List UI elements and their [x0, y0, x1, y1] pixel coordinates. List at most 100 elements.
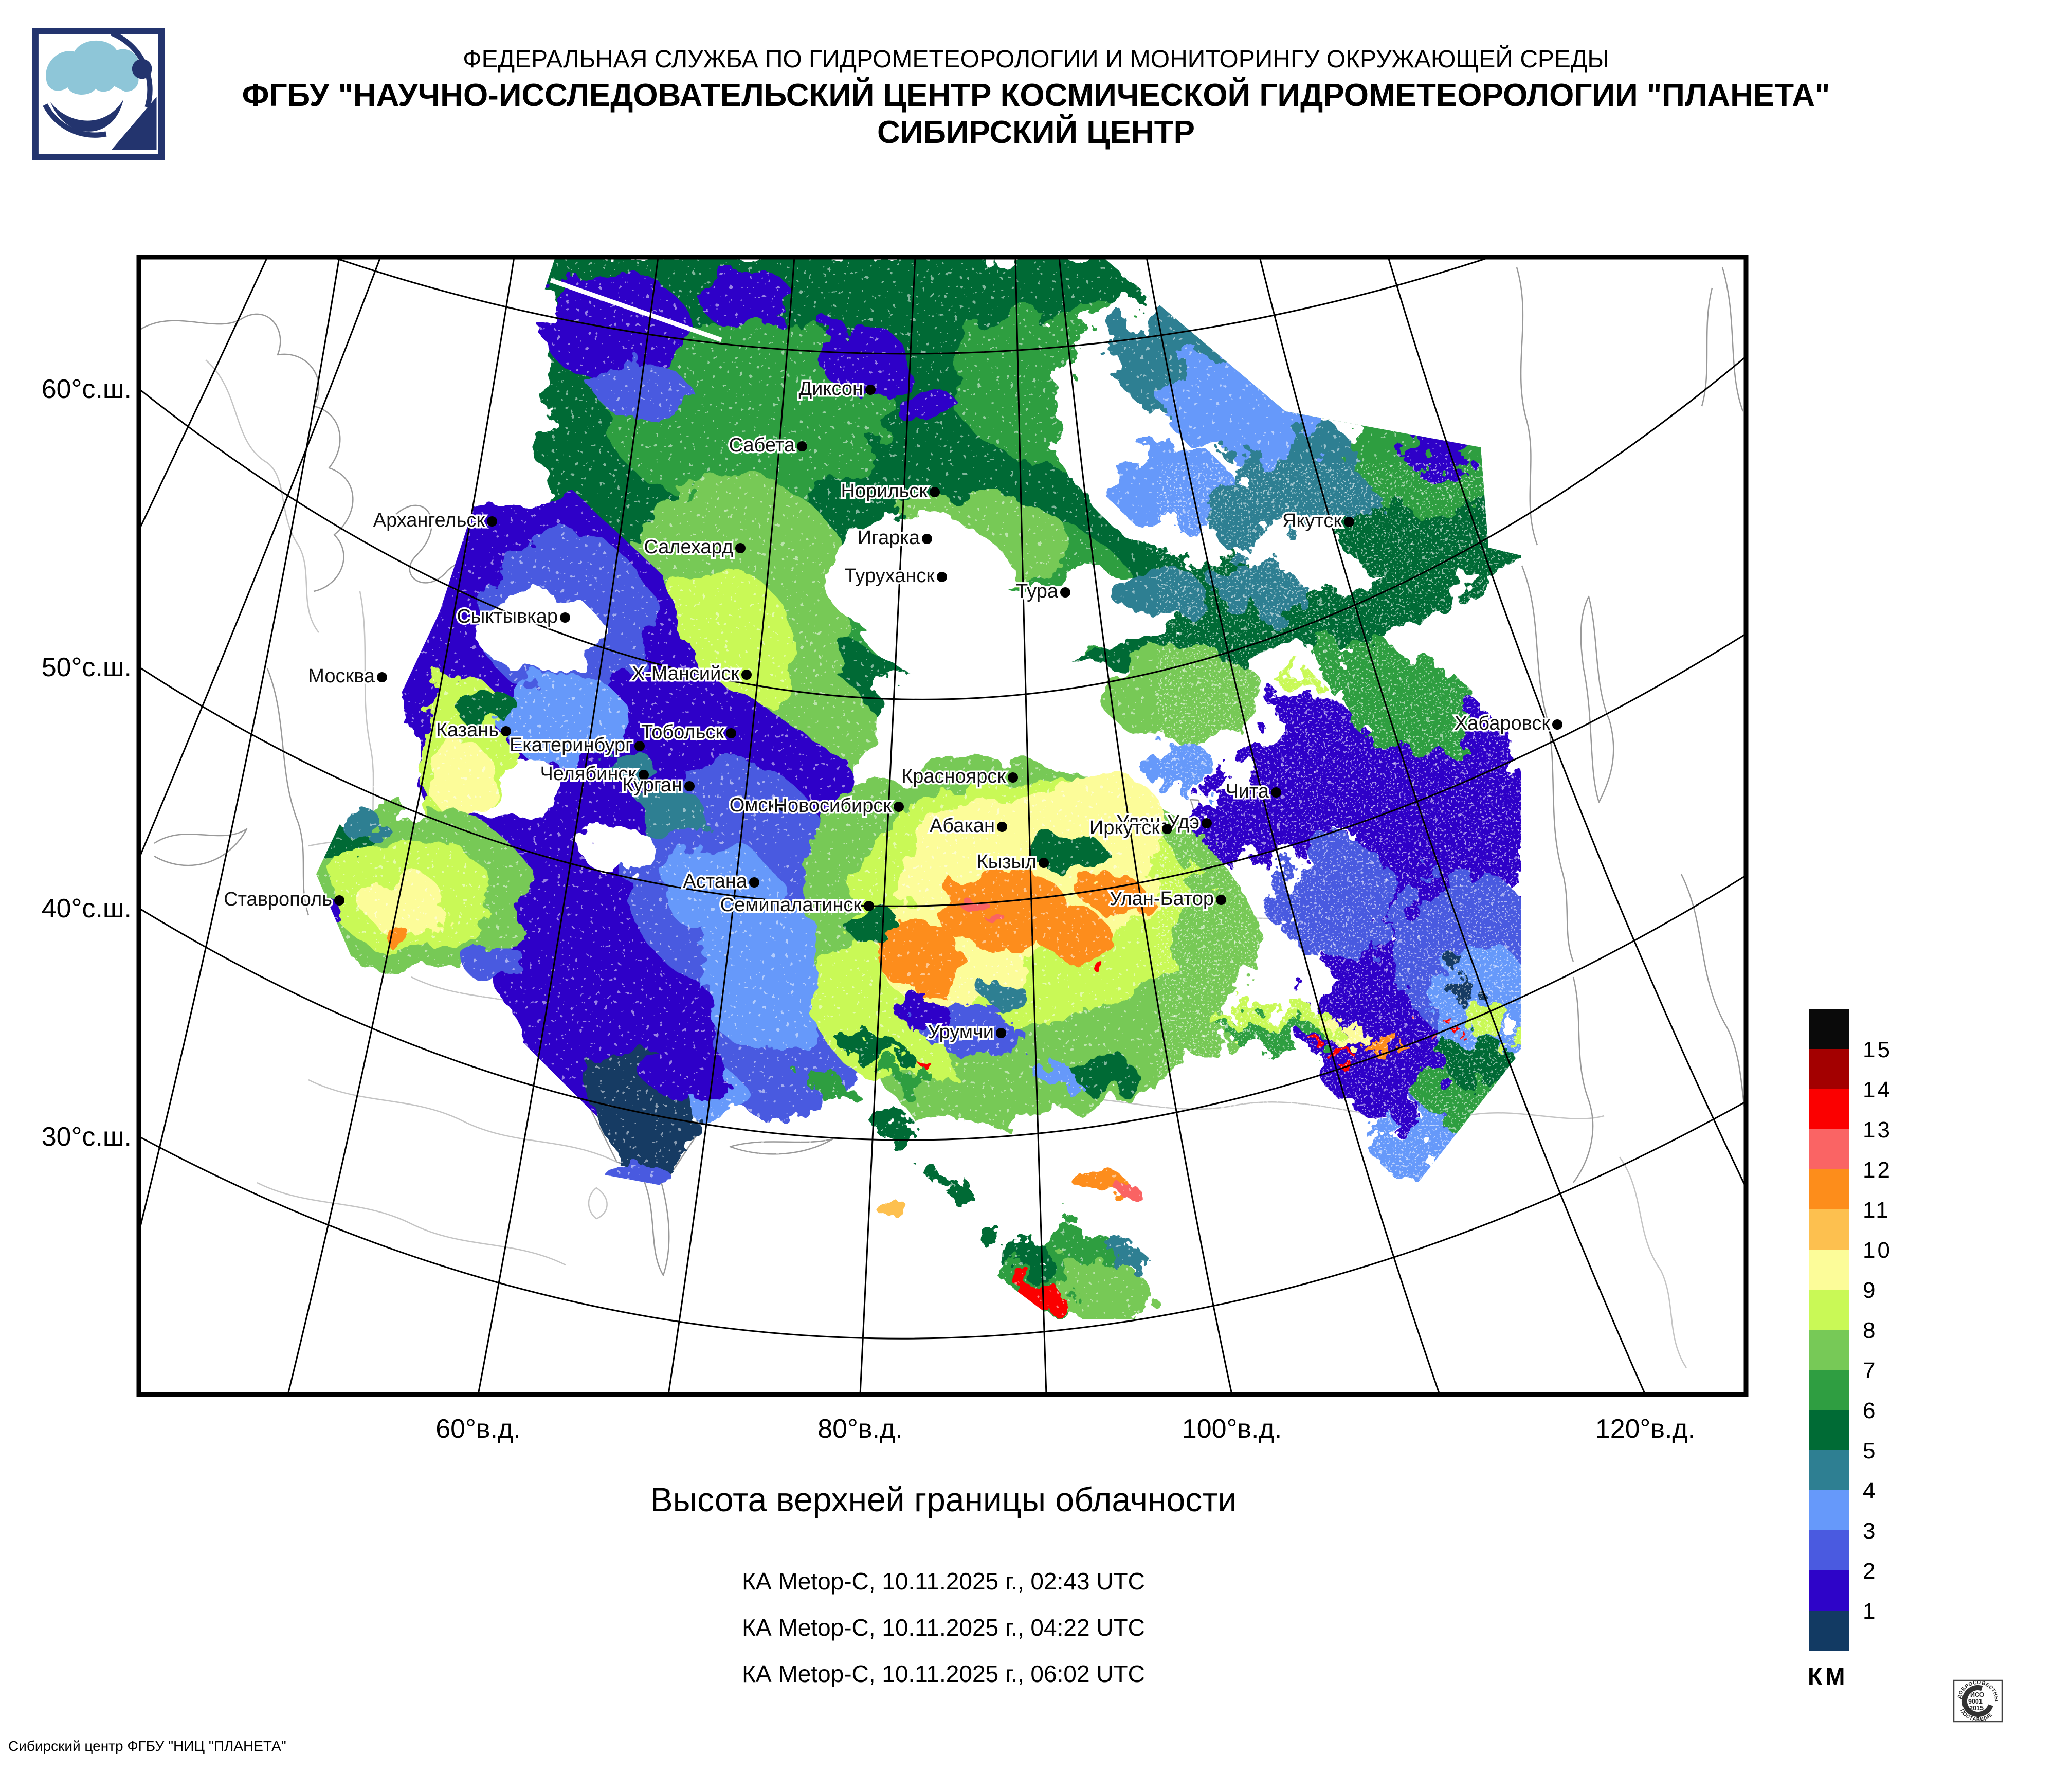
legend-band: [1809, 1089, 1849, 1129]
city-dot: [997, 822, 1007, 832]
city-dot: [1039, 858, 1049, 868]
graticule: [141, 259, 1744, 1392]
city-label: Курган: [622, 774, 682, 796]
city-dot: [749, 877, 759, 888]
satellite-pass-1: КА Metop-C, 10.11.2025 г., 02:43 UTC: [742, 1568, 1145, 1595]
city-dot: [334, 895, 344, 906]
city-marker: Курган: [621, 773, 695, 798]
city-label: Абакан: [930, 815, 995, 837]
city-marker: Кызыл: [975, 849, 1049, 875]
legend-band: [1809, 1169, 1849, 1209]
stamp-iso-line1: ИСО: [1970, 1691, 1985, 1698]
city-marker: Тобольск: [639, 720, 736, 745]
legend-tick-label: 11: [1863, 1198, 1891, 1223]
city-label: Улан-Удэ: [1116, 811, 1199, 833]
city-dot: [1344, 517, 1354, 527]
city-label: Кызыл: [977, 851, 1037, 873]
legend-tick-label: 3: [1863, 1518, 1877, 1544]
lon-axis-label: 120°в.д.: [1595, 1414, 1695, 1444]
city-marker: Архангельск: [371, 508, 497, 533]
city-marker: Улан-Батор: [1107, 887, 1226, 912]
legend-tick-label: 6: [1863, 1398, 1877, 1423]
stamp-iso-line2: 9001: [1968, 1698, 1983, 1705]
lat-axis-label: 60°с.ш.: [42, 374, 132, 404]
city-label: Туруханск: [844, 565, 935, 587]
city-label: Салехард: [644, 536, 733, 558]
city-marker: Сыктывкар: [455, 604, 570, 629]
city-dot: [937, 572, 947, 582]
stamp-c-glyph: [1962, 1685, 1994, 1717]
logo-satellite-dot: [132, 59, 152, 79]
city-dot: [864, 901, 874, 911]
logo-swoosh: [50, 99, 124, 132]
legend-band: [1809, 1129, 1849, 1169]
satellite-pass-3: КА Metop-C, 10.11.2025 г., 06:02 UTC: [742, 1660, 1145, 1687]
contact-block: Сибирский центр ФГБУ "НИЦ "ПЛАНЕТА" Росс…: [8, 1691, 342, 1791]
city-dot: [377, 672, 387, 682]
city-marker: Игарка: [856, 526, 932, 551]
city-dot: [501, 726, 511, 736]
city-marker: Салехард: [642, 535, 746, 560]
legend-band: [1809, 1250, 1849, 1290]
city-marker: Иркутск: [1087, 816, 1172, 841]
city-label: Челябинск: [540, 763, 637, 785]
legend-band: [1809, 1209, 1849, 1250]
city-marker: Новосибирск: [772, 793, 904, 819]
legend-tick-label: 5: [1863, 1438, 1877, 1463]
city-label: Урумчи: [928, 1021, 994, 1043]
city-marker: Омск: [728, 793, 789, 818]
city-dot: [1008, 772, 1018, 783]
city-marker: Улан-Удэ: [1115, 810, 1212, 835]
city-marker: Екатеринбург: [507, 733, 645, 758]
city-marker: Сабета: [727, 433, 807, 458]
legend-tick-label: 1: [1863, 1599, 1877, 1624]
city-dot: [996, 1028, 1006, 1038]
city-dot: [684, 781, 695, 791]
legend-tick-label: 8: [1863, 1318, 1877, 1343]
city-marker: Урумчи: [926, 1020, 1006, 1045]
city-dot: [930, 487, 940, 497]
satellite-pass-2: КА Metop-C, 10.11.2025 г., 04:22 UTC: [742, 1614, 1145, 1641]
city-label: Красноярск: [901, 766, 1006, 787]
legend-unit-label: КМ: [1808, 1663, 1848, 1690]
contact-org: Сибирский центр ФГБУ "НИЦ "ПЛАНЕТА": [8, 1738, 286, 1754]
logo-cloud: [46, 40, 139, 95]
city-marker: Казань: [434, 718, 511, 743]
city-dot: [634, 741, 645, 751]
city-marker: Диксон: [797, 376, 876, 402]
legend-tick-label: 7: [1863, 1358, 1877, 1383]
city-label: Казань: [436, 719, 499, 741]
legend-band: [1809, 1410, 1849, 1450]
city-dot: [741, 670, 752, 680]
header-org-line: ФЕДЕРАЛЬНАЯ СЛУЖБА ПО ГИДРОМЕТЕОРОЛОГИИ …: [463, 46, 1609, 73]
city-marker: Ставрополь: [222, 887, 344, 912]
city-dot: [1216, 895, 1226, 905]
city-marker: Норильск: [839, 479, 940, 504]
city-label: Чита: [1225, 781, 1269, 802]
city-dot: [639, 770, 649, 780]
city-label: Екатеринбург: [510, 734, 632, 756]
city-label: Иркутск: [1089, 817, 1160, 839]
city-dot: [1162, 824, 1172, 834]
city-marker: Москва: [306, 664, 387, 689]
city-marker: Челябинск: [538, 762, 649, 787]
city-label: Якутск: [1282, 510, 1342, 532]
city-dot: [1552, 719, 1562, 730]
city-label: Ставрополь: [224, 889, 332, 910]
city-label: Сабета: [729, 435, 795, 456]
logo-ring-arc: [43, 103, 107, 138]
map-border: [136, 255, 1749, 1397]
legend-tick-label: 12: [1863, 1157, 1892, 1183]
header-sub-line: СИБИРСКИЙ ЦЕНТР: [877, 115, 1195, 150]
lat-axis-label: 40°с.ш.: [42, 894, 132, 924]
city-label: Улан-Батор: [1110, 888, 1214, 910]
stamp-iso-line3: -2015: [1967, 1705, 1984, 1712]
city-dot: [1202, 818, 1212, 828]
lon-axis-label: 80°в.д.: [817, 1414, 903, 1444]
city-marker: Якутск: [1280, 509, 1354, 534]
legend-tick-label: 2: [1863, 1559, 1877, 1584]
city-label: Новосибирск: [774, 795, 892, 817]
city-label: Тобольск: [641, 721, 724, 743]
